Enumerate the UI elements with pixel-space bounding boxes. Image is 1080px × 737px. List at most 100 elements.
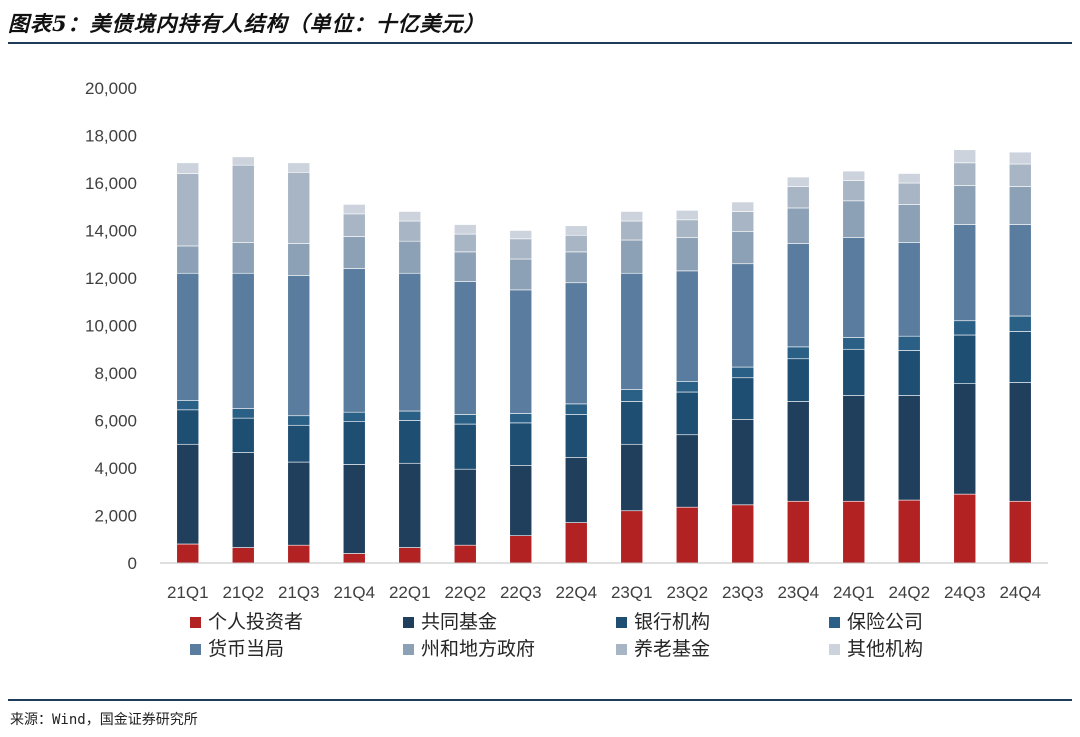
- bar-segment: [675, 434, 699, 508]
- bar-segment: [398, 211, 422, 222]
- bar-segment: [564, 251, 588, 284]
- legend-item: 养老基金: [616, 638, 710, 660]
- bar-segment: [342, 213, 366, 237]
- bar-segment: [897, 182, 921, 205]
- bar-segment: [897, 395, 921, 501]
- bar-segment: [953, 493, 977, 564]
- y-tick-label: 18,000: [85, 127, 137, 146]
- bar-segment: [953, 334, 977, 384]
- y-tick-label: 8,000: [94, 364, 137, 383]
- bar-segment: [453, 468, 477, 546]
- bar-segment: [675, 270, 699, 382]
- bar-segment: [1008, 151, 1032, 165]
- bar-segment: [842, 200, 866, 238]
- bar-segment: [231, 452, 255, 548]
- x-tick-label: 21Q1: [167, 583, 209, 602]
- bar-segment: [1008, 186, 1032, 225]
- bar-segment: [509, 465, 533, 536]
- legend-label: 养老基金: [634, 638, 710, 660]
- bar-segment: [287, 243, 311, 276]
- bar-segment: [564, 225, 588, 236]
- bar-segment: [398, 240, 422, 274]
- bar-segment: [231, 417, 255, 453]
- bar-segment: [731, 231, 755, 265]
- bar-segment: [287, 424, 311, 463]
- bars: [176, 149, 1032, 564]
- x-tick-label: 23Q1: [611, 583, 653, 602]
- legend-item: 个人投资者: [190, 611, 303, 633]
- bar-segment: [731, 201, 755, 212]
- y-axis-labels: 0 2,000 4,000 6,000 8,000 10,000 12,000 14,000 1…: [85, 79, 137, 573]
- bar-segment: [287, 172, 311, 244]
- bar-segment: [675, 210, 699, 221]
- bar-segment: [287, 162, 311, 173]
- bar-segment: [786, 346, 810, 360]
- bar-segment: [509, 230, 533, 240]
- x-tick-label: 22Q2: [444, 583, 486, 602]
- x-tick-label: 24Q2: [888, 583, 930, 602]
- y-tick-label: 12,000: [85, 269, 137, 288]
- title-rule: [8, 42, 1072, 44]
- bar-segment: [398, 462, 422, 548]
- legend-item: 共同基金: [403, 611, 497, 633]
- y-tick-label: 6,000: [94, 412, 137, 431]
- bar-segment: [176, 400, 200, 411]
- x-tick-label: 22Q4: [555, 583, 597, 602]
- bar-segment: [953, 149, 977, 164]
- x-tick-label: 23Q4: [777, 583, 819, 602]
- legend-swatch: [403, 644, 414, 655]
- legend-label: 货币当局: [208, 638, 284, 660]
- legend-item: 其他机构: [829, 638, 923, 660]
- bar-segment: [509, 413, 533, 424]
- x-tick-label: 24Q1: [833, 583, 875, 602]
- legend-swatch: [403, 617, 414, 628]
- footer-rule: [8, 699, 1072, 701]
- bar-segment: [842, 170, 866, 181]
- bar-segment: [731, 504, 755, 564]
- bar-segment: [176, 272, 200, 401]
- legend-label: 保险公司: [847, 611, 923, 633]
- bar-segment: [897, 242, 921, 337]
- y-tick-label: 10,000: [85, 317, 137, 336]
- bar-segment: [231, 156, 255, 166]
- bar-segment: [564, 282, 588, 405]
- bar-segment: [897, 499, 921, 564]
- legend-label: 共同基金: [421, 611, 497, 633]
- bar-segment: [842, 180, 866, 202]
- bar-segment: [620, 220, 644, 241]
- bar-segment: [675, 381, 699, 393]
- bar-segment: [287, 461, 311, 546]
- y-tick-label: 20,000: [85, 79, 137, 98]
- bar-segment: [675, 391, 699, 436]
- x-axis-labels: 21Q1 21Q2 21Q3 21Q4 22Q1 22Q2 22Q3 22Q4 23Q1 23Q2…: [167, 583, 1041, 602]
- bar-segment: [897, 335, 921, 351]
- bar-segment: [398, 547, 422, 564]
- bar-segment: [398, 220, 422, 242]
- bar-segment: [342, 204, 366, 215]
- bar-segment: [564, 403, 588, 415]
- bar-segment: [620, 389, 644, 402]
- bar-segment: [176, 443, 200, 545]
- bar-segment: [564, 522, 588, 564]
- legend-item: 银行机构: [616, 611, 710, 633]
- bar-segment: [342, 411, 366, 422]
- bar-segment: [675, 237, 699, 272]
- bar-segment: [842, 337, 866, 350]
- bar-segment: [509, 422, 533, 466]
- bar-segment: [953, 383, 977, 495]
- bar-segment: [842, 237, 866, 338]
- legend-item: 保险公司: [829, 611, 923, 633]
- bar-segment: [231, 242, 255, 274]
- bar-segment: [731, 366, 755, 379]
- bar-segment: [731, 419, 755, 506]
- bar-segment: [453, 233, 477, 253]
- y-tick-label: 4,000: [94, 459, 137, 478]
- bar-segment: [398, 272, 422, 412]
- bar-segment: [509, 535, 533, 564]
- bar-segment: [453, 251, 477, 282]
- bar-segment: [786, 176, 810, 187]
- legend-swatch: [616, 644, 627, 655]
- bar-segment: [842, 500, 866, 564]
- bar-segment: [953, 224, 977, 322]
